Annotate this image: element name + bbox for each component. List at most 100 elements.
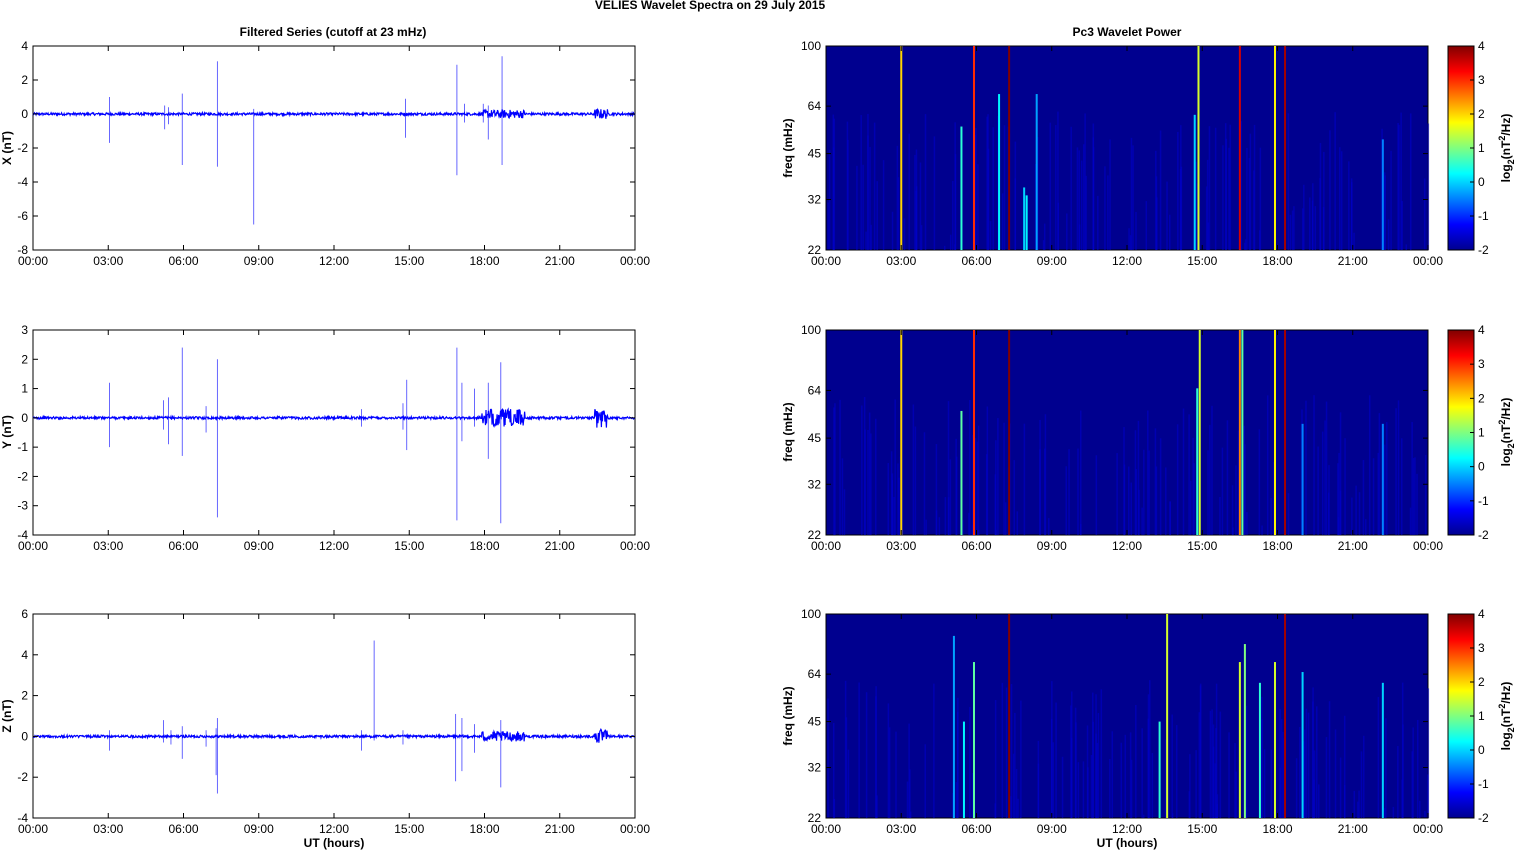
- power-event: [1198, 330, 1201, 535]
- x-series-ylabel: X (nT): [0, 131, 14, 165]
- x-tick-label: 12:00: [319, 254, 349, 268]
- power-haze: [876, 795, 878, 818]
- power-haze: [1405, 244, 1408, 250]
- power-haze: [1339, 490, 1342, 535]
- power-haze: [839, 399, 841, 535]
- power-haze: [1419, 800, 1421, 818]
- power-haze: [1003, 125, 1006, 250]
- power-haze: [1235, 465, 1237, 535]
- power-haze: [1229, 124, 1232, 250]
- x-series-marks: [32, 56, 636, 225]
- colorbar-tick-label: -2: [1478, 243, 1489, 257]
- power-haze: [844, 680, 847, 818]
- colorbar-tick-label: 1: [1478, 141, 1485, 155]
- power-haze: [888, 727, 891, 818]
- power-event: [900, 46, 903, 250]
- x-tick-label: 03:00: [886, 822, 916, 836]
- power-haze: [1287, 113, 1290, 250]
- power-haze: [1313, 395, 1315, 535]
- x-tick-label: 06:00: [168, 822, 198, 836]
- power-haze: [1020, 700, 1022, 818]
- power-haze: [1055, 702, 1057, 818]
- power-haze: [1014, 178, 1016, 250]
- power-haze: [1401, 682, 1404, 818]
- power-haze: [847, 749, 850, 818]
- power-haze: [954, 122, 956, 250]
- x-tick-label: 06:00: [168, 254, 198, 268]
- power-haze: [976, 441, 979, 535]
- power-event: [1273, 662, 1276, 818]
- power-haze: [1401, 201, 1403, 250]
- y-wavelet-marks: [833, 330, 1427, 535]
- power-haze: [858, 682, 860, 818]
- colorbar-tick-label: -2: [1478, 811, 1489, 825]
- power-haze: [994, 474, 997, 535]
- x-tick-label: 18:00: [1262, 539, 1292, 553]
- power-haze: [985, 454, 988, 535]
- y-tick-label: 0: [21, 107, 28, 121]
- power-haze: [1266, 395, 1269, 535]
- y-tick-label: 100: [801, 323, 821, 337]
- power-haze: [1412, 727, 1414, 818]
- power-haze: [1176, 424, 1179, 535]
- x-tick-label: 15:00: [394, 539, 424, 553]
- right-xlabel: UT (hours): [1097, 836, 1158, 850]
- power-haze: [1386, 422, 1388, 535]
- power-haze: [1012, 753, 1015, 818]
- power-haze: [968, 512, 970, 535]
- power-haze: [870, 433, 872, 535]
- power-haze: [833, 407, 835, 535]
- power-haze: [1246, 147, 1248, 250]
- power-event: [960, 126, 963, 250]
- colorbar-tick-label: 0: [1478, 743, 1485, 757]
- power-haze: [1228, 147, 1230, 250]
- power-haze: [1392, 806, 1395, 818]
- y-tick-label: -1: [17, 440, 28, 454]
- power-haze: [903, 218, 906, 250]
- power-event: [1301, 672, 1304, 818]
- x-tick-label: 18:00: [469, 539, 499, 553]
- power-haze: [867, 430, 869, 535]
- y-tick-label: 2: [21, 352, 28, 366]
- y-tick-label: 1: [21, 382, 28, 396]
- power-event: [1008, 330, 1011, 535]
- power-haze: [1042, 240, 1045, 250]
- power-haze: [841, 458, 844, 535]
- power-haze: [1328, 465, 1330, 535]
- y-wavelet-axes: [825, 329, 1429, 536]
- power-haze: [834, 403, 836, 535]
- power-event: [1284, 614, 1287, 818]
- power-haze: [1424, 811, 1426, 818]
- x-tick-label: 00:00: [18, 539, 48, 553]
- z-series-marks: [32, 640, 636, 794]
- power-haze: [1147, 410, 1149, 535]
- power-haze: [1211, 709, 1213, 818]
- colorbar-tick-label: 2: [1478, 675, 1485, 689]
- power-haze: [1334, 112, 1336, 250]
- power-haze: [986, 116, 988, 250]
- z-wavelet-ylabel: freq (mHz): [781, 686, 795, 745]
- power-event: [1243, 644, 1246, 818]
- power-haze: [1263, 749, 1266, 818]
- power-haze: [1004, 502, 1007, 535]
- y-tick-label: -2: [17, 770, 28, 784]
- x-tick-label: 21:00: [545, 822, 575, 836]
- power-haze: [1206, 159, 1209, 250]
- power-haze: [1397, 122, 1399, 250]
- y-tick-label: 6: [21, 607, 28, 621]
- power-haze: [875, 418, 877, 535]
- colorbar-tick-label: 4: [1478, 607, 1485, 621]
- power-haze: [894, 399, 896, 535]
- x-tick-label: 06:00: [961, 539, 991, 553]
- x-tick-label: 18:00: [469, 254, 499, 268]
- power-haze: [955, 782, 958, 818]
- y-tick-label: -8: [17, 243, 28, 257]
- power-haze: [975, 127, 977, 250]
- power-haze: [1066, 213, 1068, 250]
- power-haze: [1311, 200, 1314, 250]
- power-haze: [1398, 124, 1400, 250]
- power-haze: [1237, 430, 1240, 535]
- z-wavelet-colorbar-label: log2(nT2/Hz): [1497, 682, 1515, 751]
- colorbar-tick-label: -2: [1478, 528, 1489, 542]
